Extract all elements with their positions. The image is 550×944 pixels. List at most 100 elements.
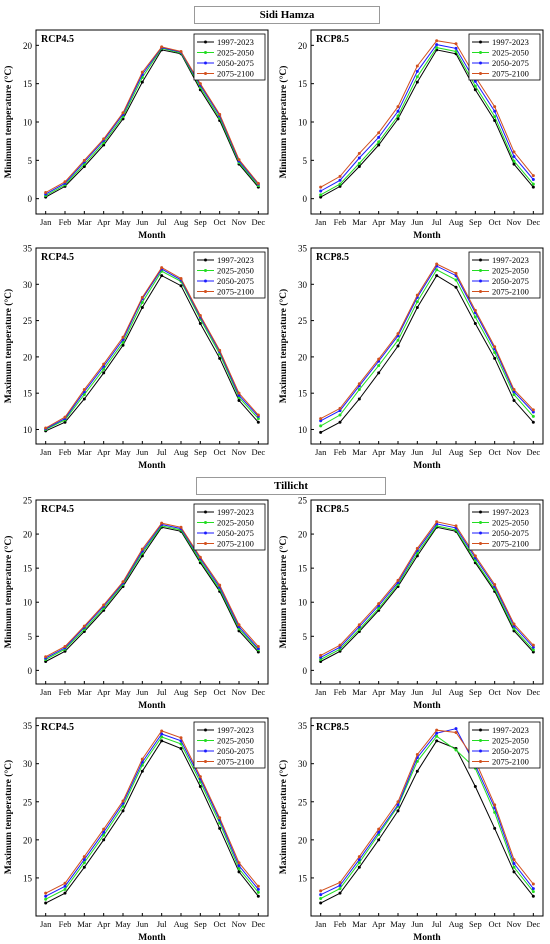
y-tick-label: 5 (28, 156, 33, 166)
series-line-1997-2023 (320, 274, 534, 433)
y-tick-label: 10 (298, 118, 308, 128)
data-point (493, 115, 497, 119)
x-tick-label: Aug (449, 447, 464, 457)
x-tick-label: Aug (174, 687, 189, 697)
legend-marker (479, 290, 482, 293)
data-point (102, 838, 106, 842)
legend-marker (204, 40, 207, 44)
x-tick-label: Sep (194, 687, 207, 697)
legend-marker (204, 72, 207, 75)
data-point (338, 184, 342, 188)
data-point (512, 150, 516, 154)
data-point (473, 308, 477, 312)
data-point (512, 858, 516, 862)
legend-marker (479, 739, 482, 742)
data-point (44, 891, 48, 895)
data-point (82, 393, 86, 397)
data-point (198, 555, 202, 559)
legend-label: 2025-2050 (492, 266, 529, 276)
data-point (435, 46, 439, 50)
data-point (512, 388, 516, 392)
data-point (82, 624, 86, 628)
chart-title: RCP4.5 (41, 252, 74, 263)
legend-marker (479, 749, 482, 753)
legend-label: 2025-2050 (217, 736, 254, 746)
data-point (256, 887, 260, 891)
legend-label: 1997-2023 (492, 37, 529, 47)
x-tick-label: Oct (489, 919, 502, 929)
data-point (121, 111, 125, 115)
data-point (473, 84, 477, 88)
x-tick-label: Oct (214, 447, 227, 457)
data-point (531, 178, 535, 181)
data-point (237, 861, 241, 865)
data-point (531, 182, 535, 186)
plot-frame (310, 247, 544, 445)
data-point (160, 521, 164, 525)
data-point (454, 46, 458, 50)
data-point (357, 156, 361, 160)
y-tick-label: 10 (298, 598, 308, 608)
legend-marker (204, 542, 207, 545)
data-point (319, 417, 323, 421)
data-point (454, 42, 458, 46)
series-line-2025-2050 (45, 47, 259, 197)
y-tick-label: 20 (298, 352, 308, 362)
data-point (473, 554, 477, 558)
y-tick-label: 0 (303, 666, 308, 676)
data-point (102, 367, 106, 371)
data-point (179, 746, 183, 750)
data-point (44, 897, 48, 901)
x-tick-label: Aug (449, 687, 464, 697)
series-line-2025-2050 (320, 269, 534, 427)
data-point (160, 732, 164, 736)
legend-marker (479, 728, 482, 732)
data-point (531, 420, 535, 424)
data-point (531, 410, 535, 414)
x-tick-label: Jul (432, 919, 443, 929)
x-tick-label: Nov (507, 217, 522, 227)
data-point (531, 174, 535, 178)
x-tick-label: Jan (315, 687, 327, 697)
y-tick-label: 25 (23, 496, 33, 506)
plot-frame (35, 499, 269, 685)
series-line-2075-2100 (45, 730, 259, 894)
chart-panel-2: 0 5 10 15 20 Jan Feb Mar Apr May Jun Jul Aug Sep Oct No… (278, 29, 544, 241)
series-line-2050-2075 (320, 728, 534, 896)
data-point (435, 734, 439, 738)
data-point (512, 861, 516, 865)
x-tick-label: Apr (97, 217, 110, 227)
legend-label: 2050-2075 (217, 58, 254, 68)
legend-label: 2050-2075 (492, 528, 529, 538)
legend-label: 2075-2100 (217, 757, 254, 767)
data-point (44, 426, 48, 430)
legend-marker (479, 258, 482, 262)
data-point (338, 884, 342, 888)
data-point (121, 343, 125, 347)
y-tick-label: 30 (23, 759, 33, 769)
data-point (338, 880, 342, 884)
chart-title: RCP4.5 (41, 504, 74, 515)
data-point (218, 583, 222, 587)
data-point (396, 105, 400, 109)
data-point (140, 757, 144, 761)
data-point (63, 180, 67, 184)
data-point (82, 164, 86, 168)
data-point (512, 162, 516, 166)
data-point (256, 417, 260, 421)
data-point (396, 117, 400, 121)
x-tick-label: Nov (232, 217, 247, 227)
x-tick-label: Sep (469, 447, 482, 457)
x-tick-label: Jan (40, 687, 52, 697)
y-tick-label: 25 (23, 316, 33, 326)
x-tick-label: Apr (97, 687, 110, 697)
data-point (319, 653, 323, 657)
plot-frame (35, 717, 269, 917)
data-point (198, 82, 202, 86)
data-point (493, 826, 497, 830)
x-tick-label: May (390, 447, 406, 457)
data-point (377, 357, 381, 361)
data-point (256, 181, 260, 185)
legend-label: 2075-2100 (217, 539, 254, 549)
data-point (454, 727, 458, 731)
